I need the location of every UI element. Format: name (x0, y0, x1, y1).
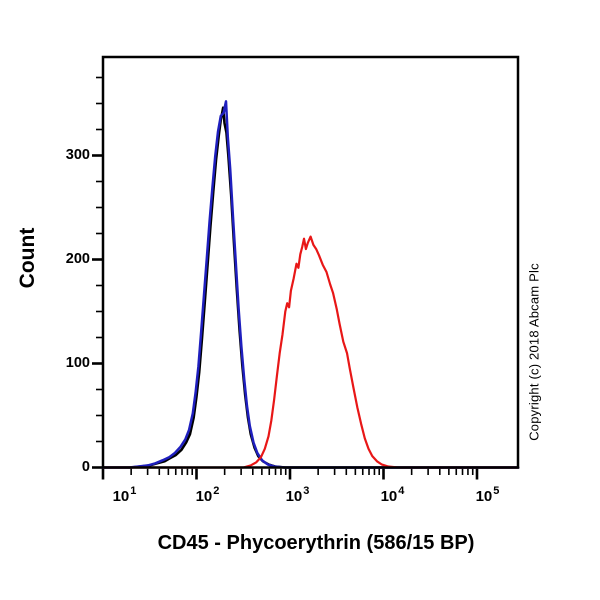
y-tick-label-100: 100 (65, 355, 90, 371)
x-tick-exponent: 4 (398, 485, 405, 497)
x-tick-base: 10 (195, 488, 213, 505)
y-tick-label-300: 300 (65, 147, 90, 163)
plot-frame (101, 55, 520, 469)
axis-ticks (92, 76, 479, 480)
x-tick-exponent: 1 (130, 485, 137, 497)
x-tick-label-1e2: 102 (195, 485, 220, 505)
x-tick-base: 10 (112, 488, 130, 505)
x-tick-base: 10 (285, 488, 303, 505)
curve-anti-cd45-pe-red (101, 235, 520, 469)
x-tick-base: 10 (475, 488, 493, 505)
x-tick-exponent: 5 (493, 485, 500, 497)
y-tick-label-0: 0 (81, 459, 90, 475)
x-tick-exponent: 2 (213, 485, 220, 497)
curve-control-black (101, 106, 520, 469)
y-axis-label: Count (16, 227, 39, 289)
histogram-curves (101, 100, 520, 469)
x-tick-base: 10 (380, 488, 398, 505)
x-tick-label-1e5: 105 (475, 485, 500, 505)
curve-control-blue (101, 100, 520, 469)
x-axis-title: CD45 - Phycoerythrin (586/15 BP) (157, 532, 475, 554)
x-tick-exponent: 3 (303, 485, 310, 497)
x-tick-label-1e3: 103 (285, 485, 310, 505)
x-tick-label-1e1: 101 (112, 485, 137, 505)
x-tick-label-1e4: 104 (380, 485, 405, 505)
y-tick-label-200: 200 (65, 251, 90, 267)
copyright-notice: Copyright (c) 2018 Abcam Plc (526, 263, 542, 441)
